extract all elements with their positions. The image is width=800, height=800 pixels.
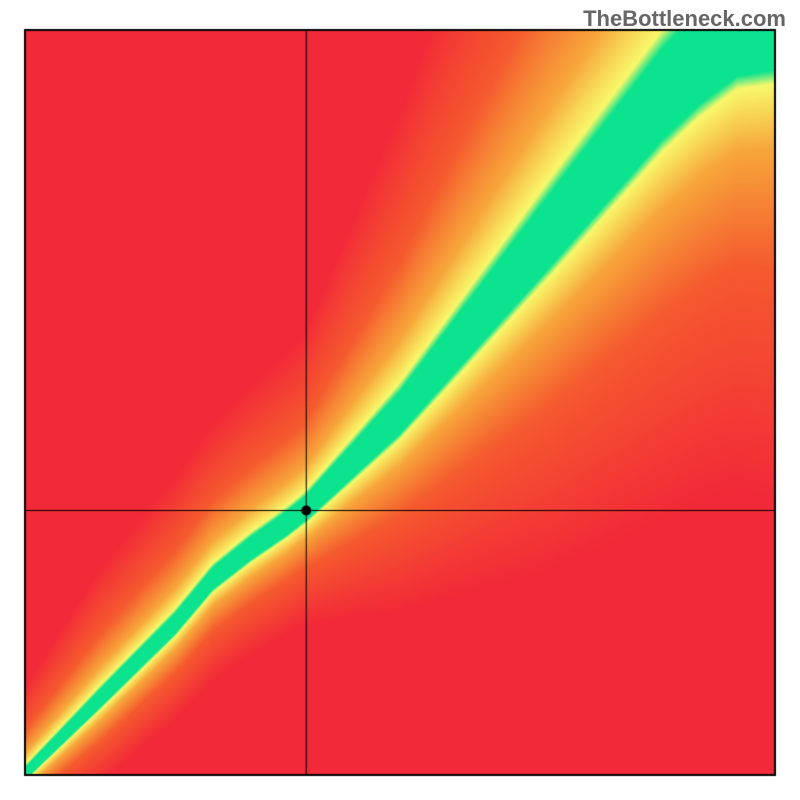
bottleneck-heatmap <box>0 0 800 800</box>
watermark-text: TheBottleneck.com <box>583 6 786 32</box>
chart-container: TheBottleneck.com <box>0 0 800 800</box>
